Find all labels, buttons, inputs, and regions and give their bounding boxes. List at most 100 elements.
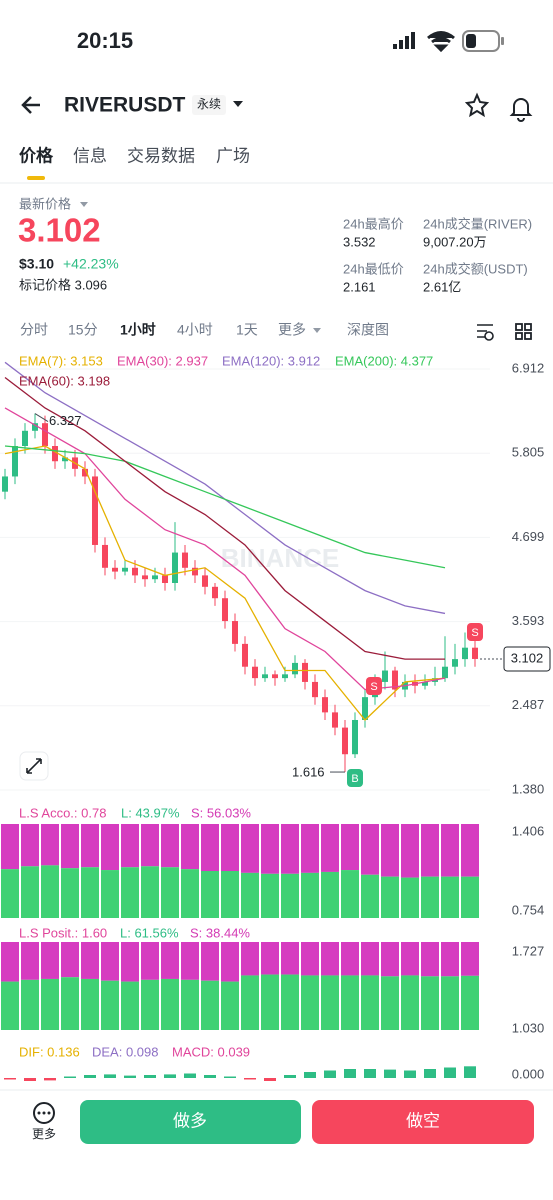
candle-body — [192, 567, 198, 576]
signal-label: B — [351, 773, 358, 785]
short-bar — [461, 942, 479, 976]
wifi-icon — [427, 31, 455, 53]
long-bar — [461, 975, 479, 1030]
candle-body — [382, 670, 388, 682]
long-bar — [281, 974, 299, 1030]
timeframe[interactable]: 4小时 — [177, 322, 213, 338]
long-bar — [221, 871, 239, 918]
candle-body — [442, 666, 448, 679]
stat-label: 24h成交额(USDT) — [423, 261, 528, 276]
candle-body — [322, 697, 328, 713]
long-bar — [241, 975, 259, 1030]
long-bar — [61, 868, 79, 918]
price-label-dropdown[interactable] — [80, 202, 88, 207]
long-button[interactable] — [80, 1100, 301, 1144]
indicator-label: L.S Posit.: 1.60 — [19, 925, 107, 940]
long-bar — [161, 978, 179, 1030]
macd-bar — [304, 1072, 316, 1078]
symbol-dropdown[interactable] — [233, 101, 243, 107]
long-bar — [141, 979, 159, 1030]
candle-body — [162, 575, 168, 584]
candle-body — [262, 674, 268, 679]
short-bar — [301, 942, 319, 976]
timeframe[interactable]: 1天 — [236, 322, 258, 338]
tab[interactable]: 广场 — [216, 146, 250, 165]
macd-bar — [164, 1074, 176, 1078]
tab[interactable]: 价格 — [19, 145, 54, 165]
timeframe[interactable]: 深度图 — [347, 322, 389, 338]
timeframe[interactable]: 1小时 — [120, 322, 156, 338]
short-bar — [341, 824, 359, 871]
layout-icon[interactable] — [515, 323, 532, 340]
macd-bar — [284, 1075, 296, 1078]
signal-label: S — [471, 627, 478, 639]
favorite-button[interactable] — [464, 92, 490, 118]
long-bar — [361, 874, 379, 918]
macd-bar — [144, 1075, 156, 1078]
y-tick-label: 3.593 — [512, 613, 545, 628]
timeframe[interactable]: 15分 — [68, 322, 98, 338]
back-button[interactable] — [21, 96, 40, 114]
long-bar — [161, 867, 179, 918]
short-bar — [321, 942, 339, 976]
stat-label: 24h成交量(RIVER) — [423, 216, 532, 231]
ema-line — [4, 361, 446, 615]
candle-body — [202, 575, 208, 587]
short-bar — [221, 824, 239, 871]
long-bar — [301, 872, 319, 918]
candle-body — [232, 621, 238, 644]
candle-body — [22, 430, 28, 447]
short-bar — [441, 942, 459, 977]
macd-bar — [444, 1067, 456, 1078]
symbol[interactable]: RIVERUSDT — [64, 94, 186, 117]
tab[interactable]: 信息 — [73, 146, 107, 165]
ema-line — [4, 377, 445, 660]
tab[interactable]: 交易数据 — [127, 146, 195, 165]
candle-body — [42, 423, 48, 447]
more-button[interactable] — [33, 1102, 55, 1124]
long-bar — [261, 873, 279, 918]
short-bar — [201, 824, 219, 871]
notification-button[interactable] — [509, 98, 533, 122]
short-bar — [301, 824, 319, 873]
candle-body — [112, 567, 118, 572]
stat-value: 2.61亿 — [423, 279, 461, 294]
more-dropdown[interactable] — [313, 328, 321, 333]
macd-bar — [24, 1078, 36, 1081]
short-bar — [161, 824, 179, 868]
short-bar — [381, 942, 399, 977]
long-bar — [241, 872, 259, 918]
short-bar — [241, 942, 259, 976]
macd-bar — [204, 1075, 216, 1078]
stat-label: 24h最高价 — [343, 216, 404, 231]
y-tick-label: 1.406 — [512, 823, 545, 838]
indicator-label: L.S Acco.: 0.78 — [19, 805, 106, 820]
short-bar — [281, 942, 299, 975]
candle-body — [172, 552, 178, 584]
chart-settings-icon[interactable] — [477, 324, 494, 341]
short-bar — [361, 942, 379, 976]
price-change: +42.23% — [63, 256, 119, 272]
timeframe[interactable]: 更多 — [278, 322, 306, 338]
short-bar — [41, 824, 59, 866]
short-bar — [441, 824, 459, 877]
timeframe[interactable]: 分时 — [20, 322, 48, 338]
candle-body — [422, 681, 428, 686]
indicator-label: S: 38.44% — [190, 925, 250, 940]
short-bar — [141, 942, 159, 980]
candle-body — [122, 567, 128, 572]
macd-bar — [464, 1066, 476, 1078]
long-bar — [61, 977, 79, 1030]
long-bar — [181, 869, 199, 918]
long-bar — [201, 980, 219, 1030]
candle-body — [352, 719, 358, 755]
candle-body — [152, 575, 158, 580]
long-bar — [41, 865, 59, 918]
short-button[interactable] — [312, 1100, 534, 1144]
macd-bar — [364, 1069, 376, 1078]
last-price: 3.102 — [18, 212, 101, 249]
candle-body — [472, 647, 478, 659]
indicator-label: DIF: 0.136 — [19, 1044, 80, 1059]
watermark: BINANCE — [221, 543, 339, 573]
last-price-tag: 3.102 — [511, 650, 544, 665]
